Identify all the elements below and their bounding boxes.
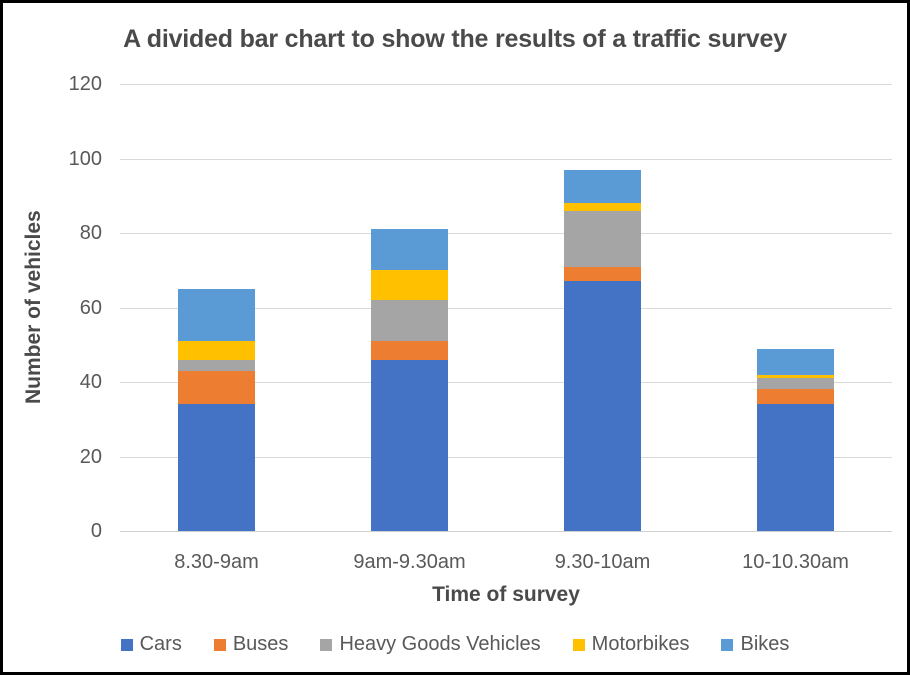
legend-label: Heavy Goods Vehicles: [339, 633, 541, 655]
bar-segment-bikes: [178, 288, 255, 342]
x-axis-title: Time of survey: [432, 583, 580, 606]
legend-item-motorbikes: Motorbikes: [572, 633, 690, 656]
gridline-y-80: [120, 233, 892, 234]
bar-9.30-10am: [564, 84, 641, 531]
y-tick-label: 120: [68, 73, 102, 95]
x-tick-label: 8.30-9am: [174, 551, 259, 573]
legend-swatch-icon: [120, 638, 133, 651]
gridline-y-60: [120, 307, 892, 309]
y-tick-label: 0: [90, 520, 102, 542]
chart-title: A divided bar chart to show the results …: [123, 25, 787, 53]
plot-area: [120, 84, 892, 532]
bar-segment-motorbikes: [178, 341, 255, 360]
bar-segment-buses: [757, 389, 834, 405]
bar-segment-buses: [371, 341, 448, 360]
x-tick-label: 9am-9.30am: [353, 551, 466, 573]
bar-segment-cars: [757, 404, 834, 531]
bar-segment-bikes: [757, 348, 834, 375]
bar-segment-bikes: [371, 229, 448, 271]
bar-segment-buses: [564, 266, 641, 282]
legend-label: Motorbikes: [591, 633, 690, 655]
bar-9am-9.30am: [371, 84, 448, 531]
y-tick-label: 60: [79, 296, 102, 319]
bar-segment-heavy-goods-vehicles: [371, 300, 448, 342]
y-tick-label: 40: [79, 371, 102, 393]
y-tick-label: 20: [79, 445, 102, 468]
x-axis-line: [120, 531, 892, 532]
bar-segment-cars: [178, 404, 255, 531]
bar-10-10.30am: [757, 84, 834, 531]
gridline-y-100: [120, 158, 892, 160]
bar-segment-cars: [371, 359, 448, 531]
legend-swatch-icon: [572, 638, 585, 651]
legend-item-bikes: Bikes: [721, 633, 789, 656]
bar-segment-motorbikes: [371, 270, 448, 301]
bar-segment-bikes: [564, 169, 641, 204]
bar-segment-motorbikes: [564, 203, 641, 211]
legend-item-buses: Buses: [213, 633, 289, 656]
legend-label: Bikes: [740, 633, 790, 655]
bar-segment-motorbikes: [757, 374, 834, 379]
y-tick-label: 100: [68, 147, 102, 170]
legend-swatch-icon: [721, 638, 734, 651]
y-tick-label: 80: [79, 222, 102, 244]
legend-item-heavy-goods-vehicles: Heavy Goods Vehicles: [320, 633, 541, 656]
gridline-y-20: [120, 456, 892, 458]
bar-segment-heavy-goods-vehicles: [178, 359, 255, 371]
bar-segment-buses: [178, 370, 255, 405]
x-tick-label: 10-10.30am: [742, 551, 849, 573]
legend-swatch-icon: [320, 638, 333, 651]
legend-label: Buses: [232, 633, 289, 655]
gridline-y-40: [120, 382, 892, 383]
legend-label: Cars: [139, 633, 182, 655]
legend-item-cars: Cars: [120, 633, 182, 656]
bar-segment-heavy-goods-vehicles: [564, 210, 641, 267]
legend: Cars Buses Heavy Goods Vehicles Motorbikes B…: [3, 633, 907, 656]
gridline-y-120: [120, 84, 892, 85]
legend-swatch-icon: [213, 638, 226, 651]
bar-segment-heavy-goods-vehicles: [757, 378, 834, 390]
bar-segment-cars: [564, 281, 641, 531]
bar-8.30-9am: [178, 84, 255, 531]
x-tick-label: 9.30-10am: [554, 551, 651, 573]
